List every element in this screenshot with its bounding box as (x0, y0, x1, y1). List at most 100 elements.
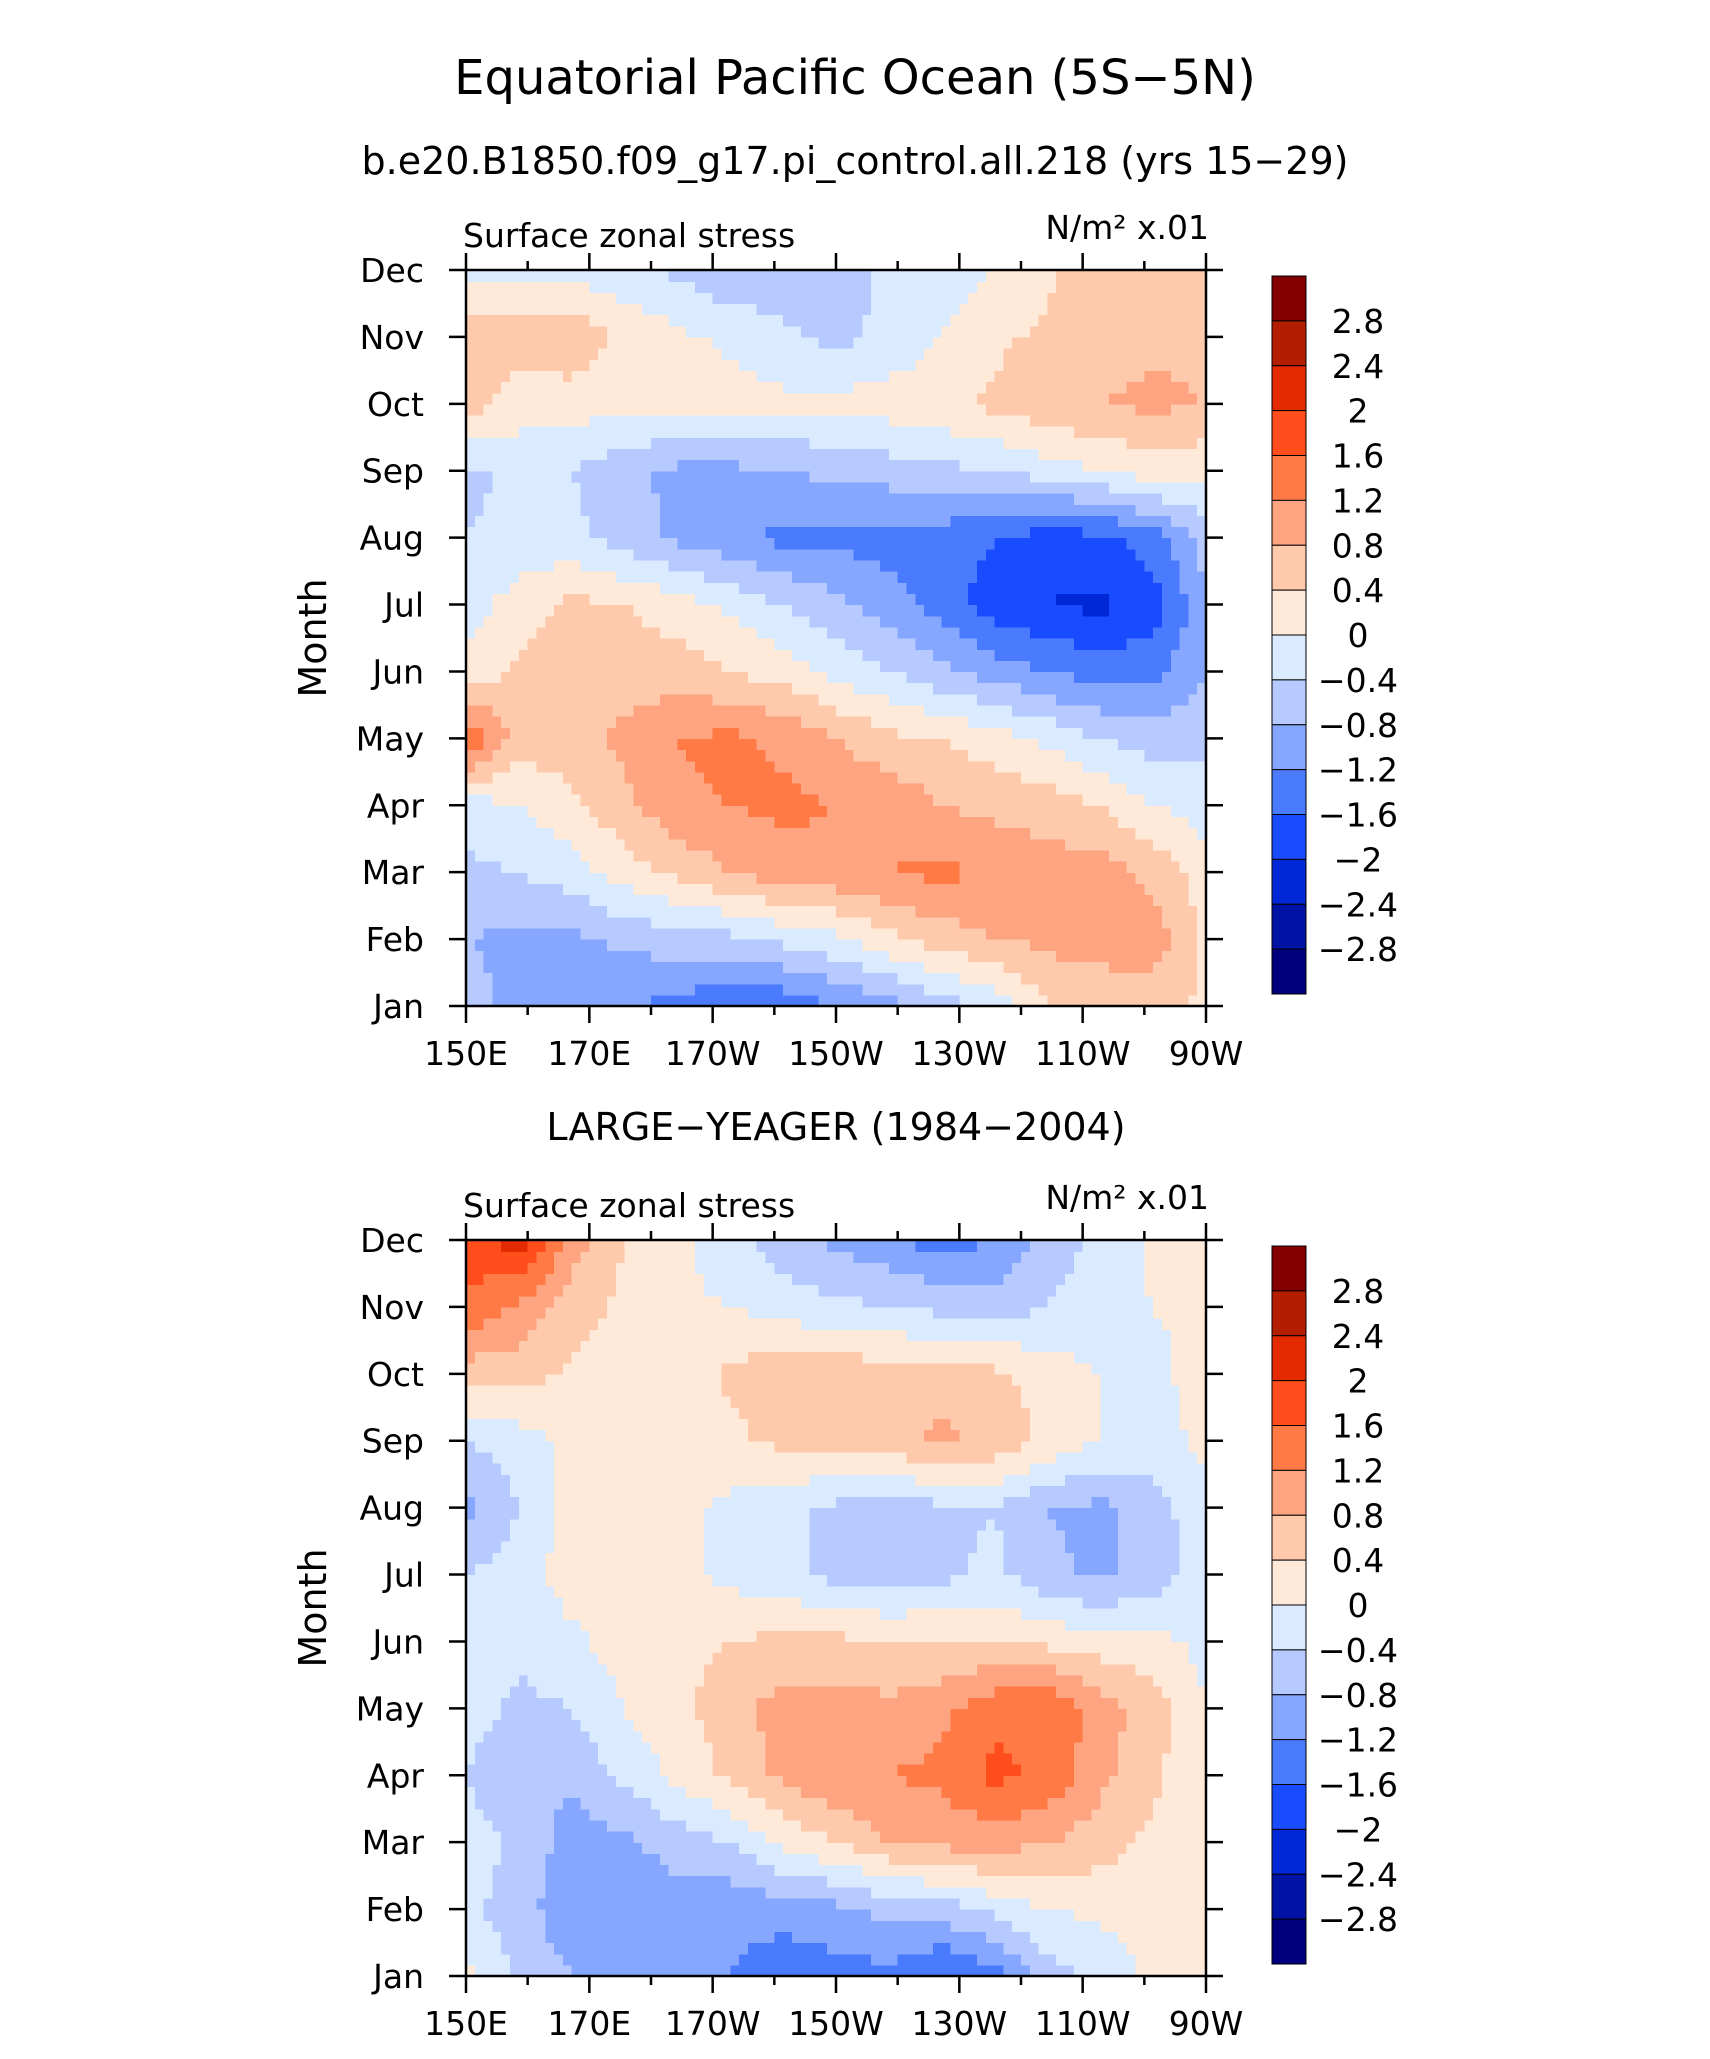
contour-cell (659, 838, 670, 851)
contour-cell (888, 961, 899, 974)
contour-cell (765, 838, 775, 851)
contour-cell (747, 370, 758, 383)
contour-cell (510, 916, 520, 929)
contour-cell (1047, 693, 1057, 706)
contour-cell (536, 426, 546, 438)
contour-cell (492, 403, 502, 416)
contour-cell (906, 649, 916, 661)
contour-cell (1153, 816, 1163, 829)
contour-cell (1003, 704, 1013, 717)
contour-cell (844, 894, 855, 907)
contour-cell (906, 493, 916, 505)
contour-cell (1170, 392, 1181, 405)
contour-cell (1021, 626, 1031, 639)
contour-cell (562, 359, 573, 371)
contour-cell (941, 537, 952, 550)
contour-cell (721, 504, 731, 516)
contour-cell (712, 414, 723, 427)
contour-cell (1170, 771, 1181, 784)
contour-cell (1126, 660, 1137, 673)
contour-cell (510, 504, 520, 516)
contour-cell (968, 827, 978, 840)
contour-cell (527, 348, 538, 360)
contour-cell (1179, 838, 1189, 851)
contour-cell (562, 872, 573, 884)
contour-cell (562, 961, 573, 974)
contour-cell (950, 994, 960, 1007)
contour-cell (651, 671, 661, 684)
contour-cell (633, 593, 643, 606)
contour-cell (545, 392, 555, 405)
contour-cell (589, 559, 599, 572)
contour-cell (580, 504, 590, 516)
contour-cell (536, 348, 546, 360)
contour-cell (695, 615, 705, 628)
contour-cell (1091, 414, 1101, 427)
contour-cell (501, 515, 511, 528)
contour-cell (1012, 861, 1022, 873)
contour-cell (483, 336, 494, 349)
contour-cell (871, 582, 881, 594)
contour-cell (712, 426, 723, 438)
contour-cell (932, 481, 943, 494)
contour-cell (536, 392, 546, 405)
contour-cell (492, 872, 502, 884)
contour-cell (1038, 782, 1049, 795)
contour-cell (730, 894, 740, 907)
contour-cell (492, 526, 502, 539)
contour-cell (1153, 838, 1163, 851)
contour-cell (1029, 749, 1040, 762)
contour-cell (1135, 504, 1145, 516)
contour-cell (888, 392, 899, 405)
contour-cell (527, 626, 538, 639)
contour-cell (844, 459, 855, 472)
contour-cell (642, 604, 652, 617)
contour-cell (562, 470, 573, 483)
contour-cell (606, 593, 617, 606)
contour-cell (888, 939, 899, 951)
contour-cell (1126, 794, 1137, 806)
contour-cell (1161, 548, 1172, 561)
contour-cell (1082, 593, 1093, 606)
contour-cell (624, 927, 634, 940)
contour-cell (976, 604, 987, 617)
contour-cell (1038, 392, 1049, 405)
contour-cell (915, 593, 925, 606)
contour-cell (1126, 359, 1137, 371)
contour-cell (1082, 872, 1093, 884)
contour-cell (536, 716, 546, 728)
contour-cell (703, 604, 714, 617)
contour-cell (1179, 493, 1189, 505)
contour-cell (1161, 994, 1172, 1007)
contour-cell (756, 426, 767, 438)
contour-cell (686, 760, 696, 773)
contour-cell (1065, 660, 1075, 673)
contour-cell (924, 593, 934, 606)
contour-cell (589, 348, 599, 360)
contour-cell (924, 771, 934, 784)
contour-cell (862, 693, 872, 706)
contour-cell (1065, 604, 1075, 617)
contour-cell (642, 403, 652, 416)
contour-cell (941, 392, 952, 405)
contour-cell (712, 916, 723, 929)
contour-cell (633, 771, 643, 784)
contour-cell (836, 370, 846, 383)
contour-cell (880, 939, 890, 951)
contour-cell (800, 693, 811, 706)
contour-cell (1188, 470, 1198, 483)
contour-cell (1135, 727, 1145, 739)
contour-cell (836, 883, 846, 896)
contour-cell (474, 548, 485, 561)
contour-cell (721, 571, 731, 583)
contour-cell (959, 816, 969, 829)
contour-cell (554, 983, 564, 996)
contour-cell (580, 660, 590, 673)
contour-cell (606, 559, 617, 572)
contour-cell (1126, 470, 1137, 483)
contour-cell (818, 392, 828, 405)
contour-cell (1029, 426, 1040, 438)
contour-cell (1038, 827, 1049, 840)
contour-cell (1029, 515, 1040, 528)
contour-cell (836, 559, 846, 572)
